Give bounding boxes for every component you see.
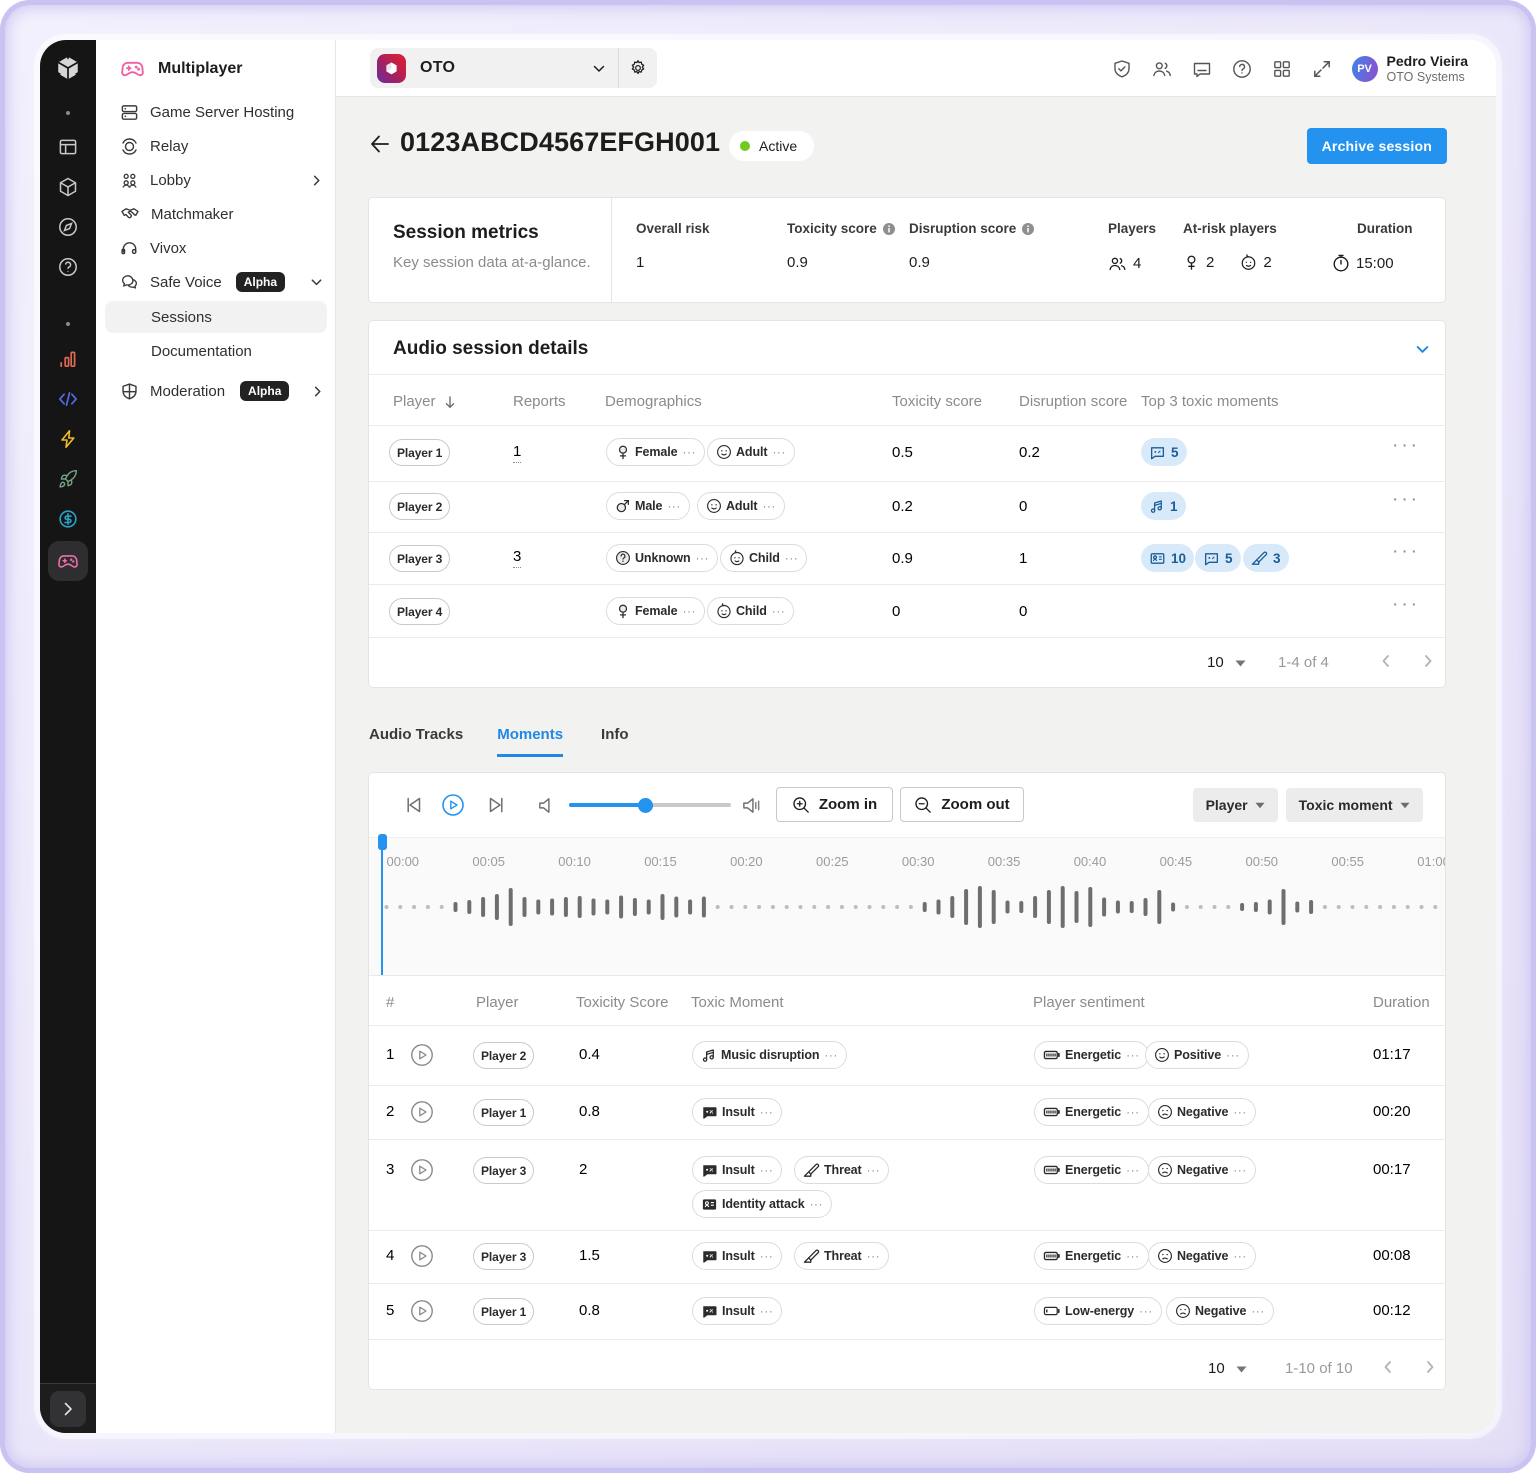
svg-text:00:40: 00:40 xyxy=(1074,854,1107,869)
svg-text:00:30: 00:30 xyxy=(902,854,935,869)
svg-text:00:50: 00:50 xyxy=(1246,854,1279,869)
svg-text:00:45: 00:45 xyxy=(1160,854,1193,869)
svg-text:01:00: 01:00 xyxy=(1417,854,1445,869)
svg-text:00:35: 00:35 xyxy=(988,854,1021,869)
svg-text:00:10: 00:10 xyxy=(558,854,591,869)
svg-text:00:05: 00:05 xyxy=(472,854,505,869)
svg-text:00:20: 00:20 xyxy=(730,854,763,869)
svg-text:00:15: 00:15 xyxy=(644,854,677,869)
svg-text:00:55: 00:55 xyxy=(1331,854,1364,869)
svg-text:00:25: 00:25 xyxy=(816,854,849,869)
svg-text:00:00: 00:00 xyxy=(387,854,420,869)
